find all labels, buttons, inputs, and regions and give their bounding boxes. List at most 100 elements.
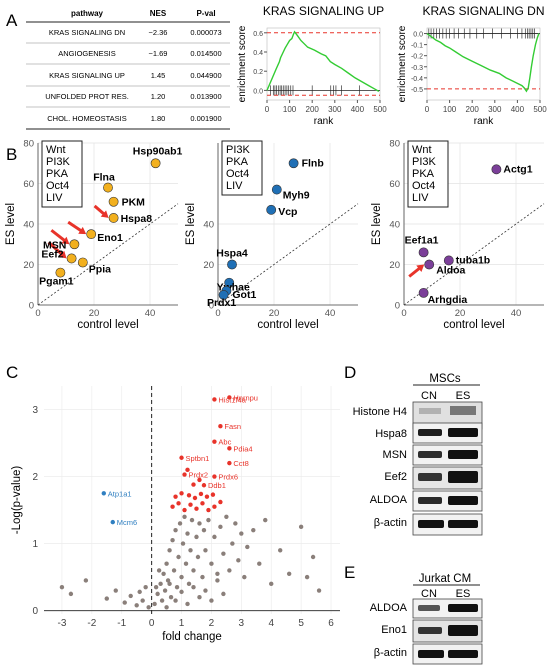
legend-item: PKA [226,156,249,168]
x-axis-label: rank [314,116,334,127]
y-tick-label: 2 [32,472,38,483]
y-axis-label: enrichment score [397,25,408,102]
data-point [218,424,222,428]
x-tick-label: 0 [401,308,406,319]
data-point [167,582,171,586]
legend-item: Oct4 [46,180,69,192]
x-tick-label: 1 [179,618,185,629]
table-header-nes: NES [150,9,167,18]
point-label: Hspa8 [121,213,153,225]
blot-band [418,605,440,611]
point-label: Arhgdia [428,294,468,306]
data-point [206,508,210,512]
blot-e-title: Jurkat CM [419,573,471,585]
panel-label-a: A [6,11,18,30]
point-label: Atp1a1 [108,489,132,498]
data-point [188,502,192,506]
y-tick-label: -0.5 [411,87,423,94]
data-point [212,535,216,539]
y-tick-label: 80 [389,139,400,150]
data-point [190,518,194,522]
y-axis-label: -Log(p-value) [11,466,23,535]
data-point [425,260,434,269]
panel-label-c: C [6,363,18,382]
x-tick-label: 100 [443,105,457,114]
table-row-1-nes: −1.69 [149,49,168,58]
data-point [109,213,118,222]
y-tick-label: 20 [203,260,214,271]
x-tick-label: 0 [35,308,40,319]
data-point [137,590,141,594]
blot-band [448,450,478,459]
data-point [215,578,219,582]
point-label: Prdx2 [189,471,209,480]
blot-band [450,406,476,415]
point-label: Pgam1 [39,276,74,288]
data-point [230,541,234,545]
point-label: Sptbn1 [186,454,210,463]
blot-band [418,627,442,634]
data-point [157,568,161,572]
data-point [179,575,183,579]
data-point [227,395,231,399]
legend-item: PKA [412,168,435,180]
data-point [492,165,501,174]
data-point [87,230,96,239]
x-axis-label: control level [443,319,504,331]
blot-band [418,497,442,504]
table-row-3-nes: 1.20 [151,92,166,101]
data-point [218,525,222,529]
x-tick-label: 400 [351,105,365,114]
data-point [188,548,192,552]
y-tick-label: -0.4 [411,76,423,83]
scatter-plot-purple: 0 20 40020406080control levelES levelWntPI… [371,139,544,332]
pathway-legend-box: WntPI3KPKAOct4LIV [408,141,448,207]
x-tick-label: 0 [149,618,155,629]
table-row-0-pathway: KRAS SIGNALING DN [49,28,125,37]
point-label: Hnrnpu [233,393,258,402]
data-point [179,456,183,460]
table-row-4-nes: 1.80 [151,114,166,123]
data-point [70,240,79,249]
x-tick-label: 200 [466,105,480,114]
data-point [191,482,195,486]
blot-band [448,650,478,658]
blot-band [448,428,478,437]
x-tick-label: 100 [283,105,297,114]
y-tick-label: 20 [389,260,400,271]
data-point [227,446,231,450]
data-point [197,595,201,599]
blot-e-label-beta-actin: β-actin [374,647,407,659]
table-row-0-pval: 0.000073 [190,28,221,37]
point-label: Ddb1 [208,481,226,490]
data-point [185,531,189,535]
table-header-pval: P-val [196,9,215,18]
data-point [287,572,291,576]
legend-item: PI3K [46,156,71,168]
x-axis-label: control level [257,319,318,331]
data-point [218,500,222,504]
data-point [160,598,164,602]
blot-d-label-hspa8: Hspa8 [375,428,407,440]
data-point [123,600,127,604]
data-point [221,551,225,555]
data-point [209,562,213,566]
data-point [267,205,276,214]
data-point [200,575,204,579]
data-point [212,505,216,509]
point-label: Prdx6 [218,473,238,482]
data-point [170,538,174,542]
scatter-plot-orange: 0 20 40020406080control levelES levelWntPI… [5,139,183,332]
blot-band [418,429,442,436]
point-label: Ppia [89,263,111,275]
blot-d-col-es: ES [456,390,471,402]
point-label: Flnb [302,157,324,169]
point-label: Pdia4 [233,444,252,453]
blot-band [419,408,441,414]
data-point [164,562,168,566]
x-tick-label: 5 [298,618,304,629]
data-point [69,592,73,596]
data-point [178,521,182,525]
point-label: Actg1 [503,163,532,175]
data-point [197,521,201,525]
